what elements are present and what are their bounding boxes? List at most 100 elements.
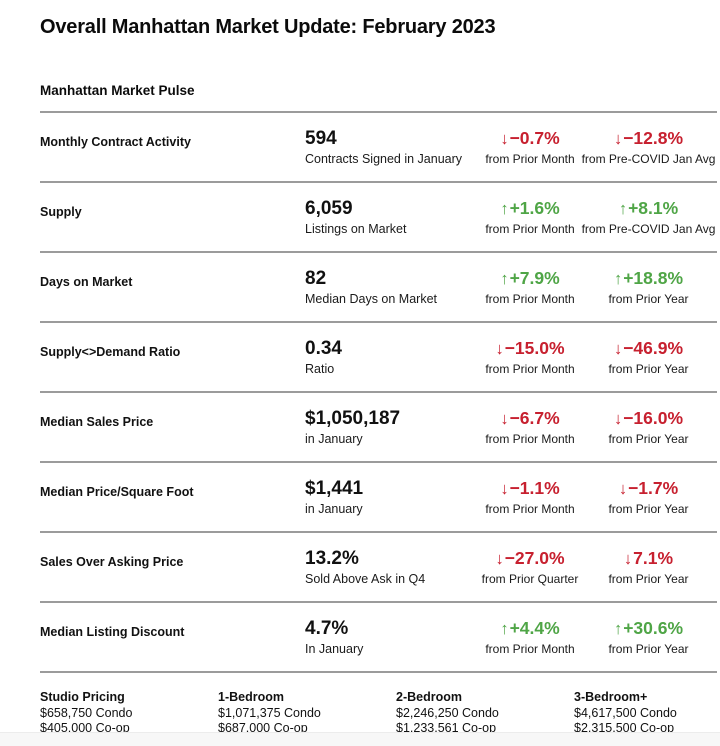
- pricing-column: 1-Bedroom $1,071,375 Condo $687,000 Co-o…: [218, 690, 396, 737]
- metric-row: Monthly Contract Activity 594 Contracts …: [40, 111, 717, 181]
- metric-change-primary-period: from Prior Month: [485, 432, 575, 446]
- metric-change-secondary: ↑+30.6% from Prior Year: [580, 617, 717, 657]
- metric-change-secondary-period: from Prior Year: [608, 292, 689, 306]
- metric-value: $1,441: [305, 477, 364, 499]
- section-title: Manhattan Market Pulse: [40, 83, 195, 98]
- metric-change-secondary-period: from Prior Year: [608, 432, 689, 446]
- metric-value-caption: Median Days on Market: [305, 291, 438, 306]
- trend-arrow-icon: ↓: [623, 550, 633, 568]
- metric-row: Median Listing Discount 4.7% In January …: [40, 601, 717, 671]
- change-pct-text: −0.7%: [509, 128, 560, 148]
- metric-change-secondary-pct: ↓−12.8%: [580, 127, 717, 150]
- metric-change-primary-period: from Prior Month: [485, 642, 575, 656]
- metric-change-secondary: ↑+18.8% from Prior Year: [580, 267, 717, 307]
- change-pct-text: +18.8%: [623, 268, 684, 288]
- metric-change-primary-period: from Prior Month: [485, 502, 575, 516]
- metric-change-secondary-period: from Prior Year: [608, 502, 689, 516]
- metric-value-caption: in January: [305, 501, 363, 516]
- metric-value: 594: [305, 127, 337, 149]
- metric-label: Monthly Contract Activity: [40, 135, 191, 149]
- metric-change-primary-period: from Prior Month: [485, 292, 575, 306]
- metric-change-primary-period: from Prior Quarter: [481, 572, 579, 586]
- trend-arrow-icon: ↓: [613, 340, 623, 358]
- pricing-condo-value: $4,617,500 Condo: [574, 705, 677, 720]
- pricing-column: 2-Bedroom $2,246,250 Condo $1,233,561 Co…: [396, 690, 574, 737]
- metric-change-primary: ↑+4.4% from Prior Month: [480, 617, 580, 657]
- metric-value-cell: 4.7% In January: [305, 618, 480, 657]
- change-pct-text: +1.6%: [509, 198, 560, 218]
- metric-value: 4.7%: [305, 617, 349, 639]
- metric-change-primary-pct: ↓−27.0%: [480, 547, 580, 570]
- change-pct-text: +4.4%: [509, 618, 560, 638]
- metric-change-primary: ↓−6.7% from Prior Month: [480, 407, 580, 447]
- metric-change-primary-period: from Prior Month: [485, 222, 575, 236]
- metric-change-primary: ↓−1.1% from Prior Month: [480, 477, 580, 517]
- metric-change-secondary: ↓7.1% from Prior Year: [580, 547, 717, 587]
- pricing-coop-value: $405,000 Co-op: [40, 721, 130, 735]
- metric-value: 0.34: [305, 337, 342, 359]
- change-pct-text: −16.0%: [623, 408, 684, 428]
- metric-value-caption: Listings on Market: [305, 221, 407, 236]
- metric-change-primary: ↓−27.0% from Prior Quarter: [480, 547, 580, 587]
- change-pct-text: +8.1%: [628, 198, 679, 218]
- metric-change-primary-pct: ↑+4.4%: [480, 617, 580, 640]
- metric-change-primary-pct: ↓−15.0%: [480, 337, 580, 360]
- change-pct-text: 7.1%: [633, 548, 674, 568]
- metric-row: Sales Over Asking Price 13.2% Sold Above…: [40, 531, 717, 601]
- metric-change-secondary-pct: ↑+18.8%: [580, 267, 717, 290]
- metric-label: Median Price/Square Foot: [40, 485, 194, 499]
- change-pct-text: −1.7%: [628, 478, 679, 498]
- metric-change-secondary: ↓−46.9% from Prior Year: [580, 337, 717, 377]
- metric-value-caption: Ratio: [305, 361, 335, 376]
- metric-change-primary: ↑+1.6% from Prior Month: [480, 197, 580, 237]
- metric-change-primary-period: from Prior Month: [485, 362, 575, 376]
- metric-value: $1,050,187: [305, 407, 401, 429]
- trend-arrow-icon: ↓: [613, 130, 623, 148]
- metric-change-primary: ↑+7.9% from Prior Month: [480, 267, 580, 307]
- trend-arrow-icon: ↑: [613, 270, 623, 288]
- change-pct-text: −27.0%: [504, 548, 565, 568]
- trend-arrow-icon: ↑: [500, 620, 509, 638]
- metric-change-secondary-period: from Prior Year: [608, 572, 689, 586]
- change-pct-text: −12.8%: [623, 128, 684, 148]
- pricing-category-label: 2-Bedroom: [396, 690, 462, 704]
- metric-change-primary: ↓−0.7% from Prior Month: [480, 127, 580, 167]
- metric-value-cell: 0.34 Ratio: [305, 338, 480, 377]
- pricing-column: Studio Pricing $658,750 Condo $405,000 C…: [40, 690, 218, 737]
- metric-value-cell: 13.2% Sold Above Ask in Q4: [305, 548, 480, 587]
- metric-label: Sales Over Asking Price: [40, 555, 184, 569]
- metric-change-secondary-period: from Prior Year: [608, 362, 689, 376]
- metric-change-primary-pct: ↓−1.1%: [480, 477, 580, 500]
- metric-value-cell: 82 Median Days on Market: [305, 268, 480, 307]
- trend-arrow-icon: ↓: [613, 410, 623, 428]
- metric-change-primary-pct: ↓−0.7%: [480, 127, 580, 150]
- change-pct-text: +7.9%: [509, 268, 560, 288]
- metric-label: Supply: [40, 205, 82, 219]
- metric-value-caption: in January: [305, 431, 363, 446]
- change-pct-text: −6.7%: [509, 408, 560, 428]
- metric-change-secondary: ↓−1.7% from Prior Year: [580, 477, 717, 517]
- metric-change-secondary-pct: ↓−46.9%: [580, 337, 717, 360]
- trend-arrow-icon: ↓: [495, 550, 504, 568]
- metric-label: Supply<>Demand Ratio: [40, 345, 181, 359]
- trend-arrow-icon: ↓: [618, 480, 628, 498]
- metric-row: Days on Market 82 Median Days on Market …: [40, 251, 717, 321]
- metric-change-primary-pct: ↑+1.6%: [480, 197, 580, 220]
- metric-change-secondary-period: from Pre-COVID Jan Avg: [581, 222, 716, 236]
- trend-arrow-icon: ↓: [500, 410, 509, 428]
- metric-label: Days on Market: [40, 275, 133, 289]
- change-pct-text: −1.1%: [509, 478, 560, 498]
- metric-value: 82: [305, 267, 327, 289]
- trend-arrow-icon: ↑: [500, 270, 509, 288]
- pricing-coop-value: $2,315,500 Co-op: [574, 721, 675, 735]
- metric-value-caption: In January: [305, 641, 364, 656]
- pricing-condo-value: $1,071,375 Condo: [218, 705, 321, 720]
- bedroom-pricing-footer: Studio Pricing $658,750 Condo $405,000 C…: [40, 671, 717, 737]
- metric-value: 13.2%: [305, 547, 359, 569]
- pricing-coop-value: $1,233,561 Co-op: [396, 721, 497, 735]
- metric-value-cell: $1,050,187 in January: [305, 408, 480, 447]
- metric-row: Supply 6,059 Listings on Market ↑+1.6% f…: [40, 181, 717, 251]
- metric-change-secondary-pct: ↓−1.7%: [580, 477, 717, 500]
- change-pct-text: −46.9%: [623, 338, 684, 358]
- metric-label: Median Sales Price: [40, 415, 154, 429]
